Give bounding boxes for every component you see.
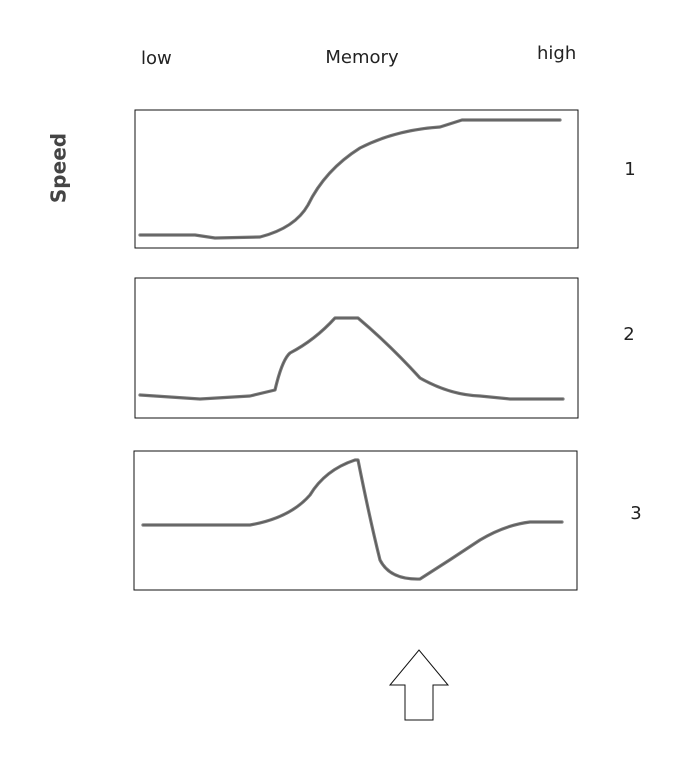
- panel-frame: [134, 277, 579, 419]
- panel-frame: [133, 450, 578, 591]
- panel-label: 2: [623, 324, 634, 345]
- axis-high-label: high: [537, 43, 576, 64]
- curve: [138, 316, 565, 401]
- panel-label: 3: [630, 503, 641, 524]
- axis-low-label: low: [141, 48, 172, 69]
- curve-edge: [143, 459, 562, 580]
- axis-title: Memory: [325, 47, 399, 68]
- panel-label: 1: [624, 159, 635, 180]
- y-axis-label: Speed: [47, 133, 71, 203]
- panel-frame: [134, 109, 579, 249]
- up-arrow: [388, 649, 450, 721]
- curve: [138, 118, 562, 240]
- curve: [141, 458, 564, 581]
- curve-edge: [139, 317, 563, 400]
- curve-edge: [140, 119, 560, 239]
